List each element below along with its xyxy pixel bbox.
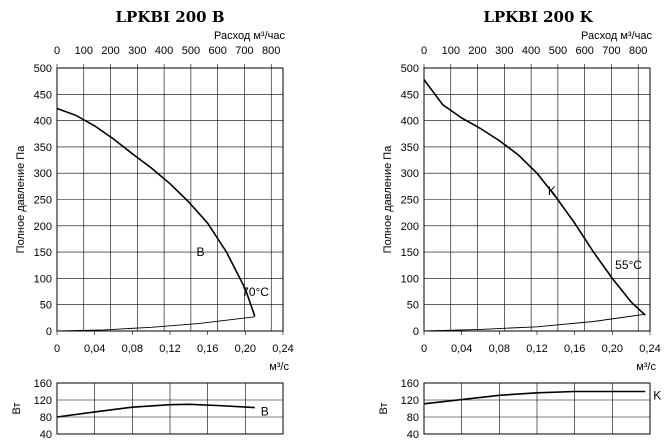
y-tick-label: 100: [401, 273, 419, 285]
top-tick-label: 400: [155, 45, 173, 57]
top-tick-label: 600: [208, 45, 226, 57]
x-tick-label: 0,04: [451, 343, 472, 355]
series-line-0: [423, 79, 646, 316]
x-tick-label: 0: [421, 343, 427, 355]
x-tick-label: 0,16: [197, 343, 218, 355]
top-tick-label: 500: [549, 45, 567, 57]
power-tick-label: 160: [401, 378, 419, 390]
y-tick-label: 350: [401, 142, 419, 154]
power-tick-label: 160: [34, 378, 52, 390]
y-axis-label: Полное давление Па: [15, 145, 27, 254]
top-tick-label: 300: [495, 45, 513, 57]
top-tick-label: 800: [629, 45, 647, 57]
top-tick-label: 100: [442, 45, 460, 57]
y-tick-label: 300: [401, 168, 419, 180]
top-tick-label: 200: [468, 45, 486, 57]
top-tick-label: 500: [182, 45, 200, 57]
top-tick-label: 0: [421, 45, 427, 57]
top-axis-label: Расход м³/час: [581, 30, 652, 42]
y-tick-label: 0: [413, 326, 419, 338]
chart-title: LPKBI 200 K: [483, 8, 593, 26]
top-tick-label: 400: [522, 45, 540, 57]
x-tick-label: 0,20: [235, 343, 256, 355]
power-axis-label: Вт: [378, 402, 390, 414]
y-tick-label: 250: [401, 195, 419, 207]
power-panel: 40 80 120 160 Вт B: [11, 378, 284, 441]
x-axis-label: м³/с: [269, 361, 289, 373]
series-label: 70°C: [242, 285, 269, 299]
top-tick-label: 100: [75, 45, 93, 57]
series-label: 55°C: [615, 258, 642, 272]
x-tick-label: 0: [54, 343, 60, 355]
top-tick-label: 200: [101, 45, 119, 57]
power-series-label: B: [261, 405, 269, 419]
y-tick-label: 150: [34, 247, 52, 259]
series-label: B: [197, 245, 205, 259]
y-tick-label: 400: [34, 116, 52, 128]
chart-title: LPKBI 200 B: [116, 8, 225, 26]
power-panel: 40 80 120 160 Вт K: [378, 378, 661, 441]
top-tick-label: 800: [262, 45, 280, 57]
power-tick-label: 120: [401, 395, 419, 407]
power-frame: [56, 382, 284, 435]
y-tick-label: 50: [40, 300, 52, 312]
power-series-line: [56, 403, 255, 418]
series-line-0: [56, 107, 256, 317]
x-tick-label: 0,12: [159, 343, 180, 355]
x-tick-label: 0,24: [272, 343, 293, 355]
top-tick-label: 700: [602, 45, 620, 57]
series-line-1: [423, 313, 646, 332]
y-tick-label: 50: [407, 300, 419, 312]
power-tick-label: 80: [407, 412, 419, 424]
power-tick-label: 40: [40, 429, 52, 441]
grid: [56, 67, 283, 332]
y-tick-label: 0: [46, 326, 52, 338]
y-tick-label: 200: [34, 221, 52, 233]
y-tick-label: 500: [34, 63, 52, 75]
x-tick-label: 0,16: [564, 343, 585, 355]
x-tick-label: 0,20: [602, 343, 623, 355]
x-tick-label: 0,12: [526, 343, 547, 355]
power-series-line: [423, 390, 646, 405]
x-axis-label: м³/с: [636, 361, 656, 373]
y-tick-label: 100: [34, 273, 52, 285]
y-tick-label: 300: [34, 168, 52, 180]
y-tick-label: 450: [401, 89, 419, 101]
series-line-1: [56, 316, 255, 332]
y-tick-label: 250: [34, 195, 52, 207]
power-series-label: K: [653, 389, 661, 403]
y-tick-label: 500: [401, 63, 419, 75]
y-tick-label: 150: [401, 247, 419, 259]
x-tick-label: 0,08: [122, 343, 143, 355]
top-tick-label: 0: [54, 45, 60, 57]
grid: [423, 67, 650, 332]
top-axis-label: Расход м³/час: [214, 30, 285, 42]
power-tick-label: 120: [34, 395, 52, 407]
power-axis-label: Вт: [11, 402, 23, 414]
y-tick-label: 450: [34, 89, 52, 101]
y-tick-label: 350: [34, 142, 52, 154]
power-tick-label: 80: [40, 412, 52, 424]
top-tick-label: 600: [575, 45, 593, 57]
top-tick-label: 300: [128, 45, 146, 57]
power-frame: [423, 382, 651, 435]
x-tick-label: 0,04: [84, 343, 105, 355]
y-tick-label: 200: [401, 221, 419, 233]
y-tick-label: 400: [401, 116, 419, 128]
x-tick-label: 0,08: [489, 343, 510, 355]
top-tick-label: 700: [235, 45, 253, 57]
x-tick-label: 0,24: [639, 343, 660, 355]
power-tick-label: 40: [407, 429, 419, 441]
y-axis-label: Полное давление Па: [382, 145, 394, 254]
series-label: K: [548, 184, 556, 198]
